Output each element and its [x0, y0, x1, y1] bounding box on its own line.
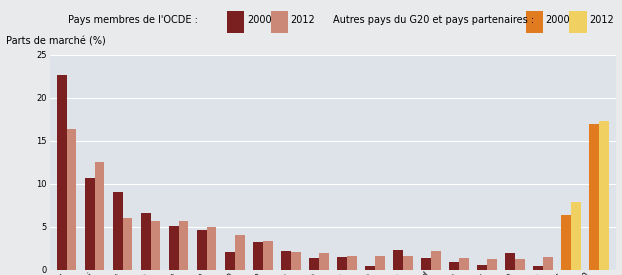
Bar [227, 11, 244, 33]
Text: 2012: 2012 [589, 15, 614, 25]
Bar [169, 226, 179, 270]
Bar [505, 253, 515, 270]
Bar [197, 230, 207, 270]
Bar [403, 256, 412, 270]
Bar [57, 75, 67, 270]
Bar [571, 202, 581, 270]
Bar [113, 192, 123, 270]
Bar [589, 124, 599, 270]
Bar [309, 258, 318, 270]
Text: Pays membres de l'OCDE :: Pays membres de l'OCDE : [68, 15, 198, 25]
Bar [543, 257, 553, 270]
Bar [123, 218, 132, 270]
Text: 2000: 2000 [247, 15, 272, 25]
Bar [67, 129, 77, 270]
Bar [569, 11, 587, 33]
Bar [253, 242, 262, 270]
Bar [85, 178, 95, 270]
Bar [375, 256, 384, 270]
Text: 2012: 2012 [290, 15, 315, 25]
Bar [281, 251, 290, 270]
Bar [477, 265, 487, 269]
Bar [459, 258, 468, 270]
Bar [141, 213, 151, 270]
Bar [262, 241, 272, 270]
Bar [234, 235, 244, 270]
Bar [599, 121, 609, 270]
Bar [151, 221, 160, 270]
Bar [337, 257, 347, 269]
Bar [533, 266, 543, 270]
Bar [561, 215, 571, 270]
Bar [225, 252, 234, 270]
Bar [515, 259, 525, 270]
Bar [347, 256, 356, 270]
Bar [365, 266, 375, 270]
Bar [449, 262, 459, 270]
Bar [487, 259, 497, 270]
Bar [393, 250, 403, 270]
Bar [271, 11, 288, 33]
Bar [179, 221, 188, 270]
Bar [95, 162, 104, 270]
Text: Autres pays du G20 et pays partenaires :: Autres pays du G20 et pays partenaires : [333, 15, 534, 25]
Bar [290, 252, 300, 270]
Bar [207, 227, 216, 270]
Bar [318, 253, 328, 270]
Bar [431, 251, 440, 270]
Text: 2000: 2000 [545, 15, 570, 25]
Bar [526, 11, 543, 33]
Text: Parts de marché (%): Parts de marché (%) [6, 37, 106, 47]
Bar [421, 258, 431, 270]
